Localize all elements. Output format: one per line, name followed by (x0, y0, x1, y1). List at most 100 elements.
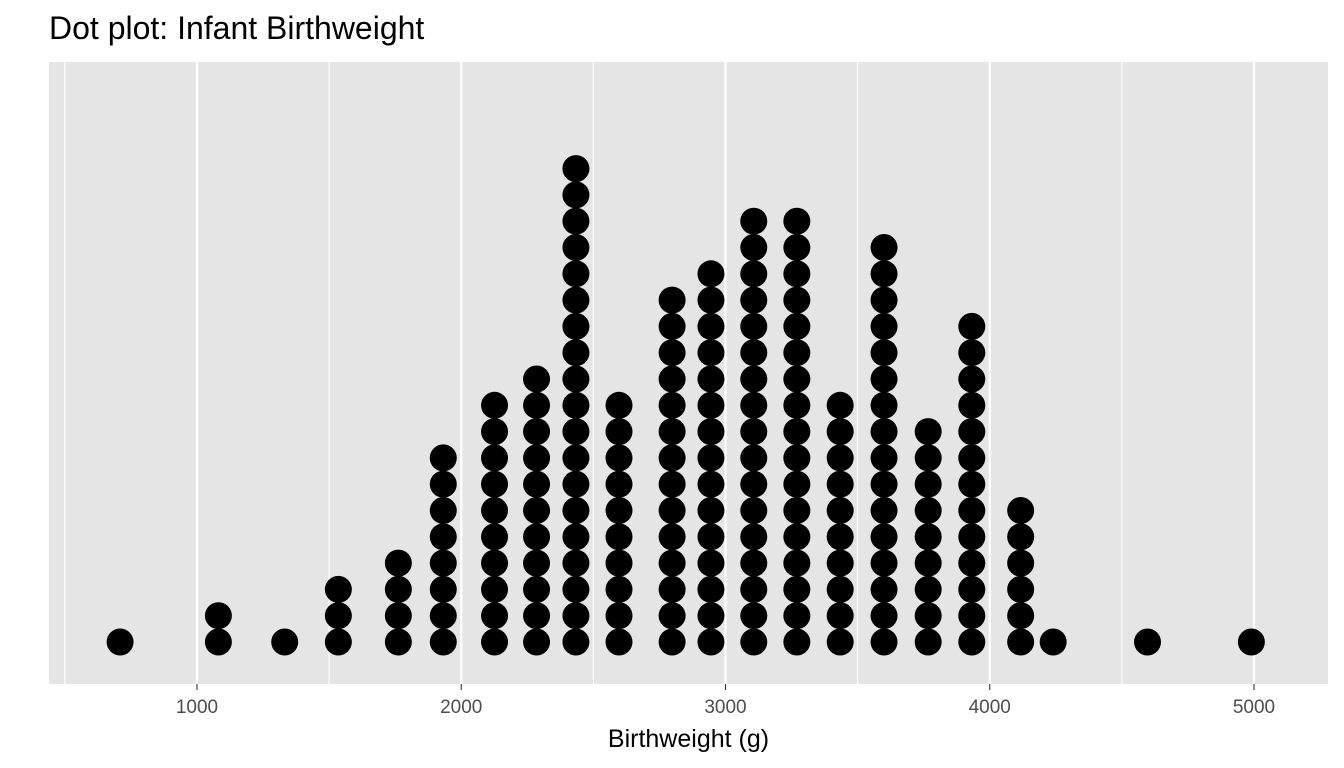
dot-point (1007, 497, 1035, 524)
dot-point (783, 286, 811, 314)
dot-point (562, 444, 590, 472)
dot-point (870, 339, 898, 367)
dot-point (605, 575, 633, 603)
dot-point (914, 418, 942, 446)
x-tick-label: 1000 (176, 697, 218, 718)
dot-point (783, 444, 811, 472)
dot-point (562, 575, 590, 603)
dot-point (697, 418, 725, 446)
dot-point (697, 602, 725, 630)
dot-point (697, 286, 725, 314)
dot-point (562, 339, 590, 367)
dot-point (271, 628, 299, 656)
dot-point (914, 602, 942, 630)
dot-point (870, 602, 898, 630)
dot-point (958, 602, 986, 630)
dot-point (740, 470, 768, 498)
dot-point (562, 602, 590, 630)
dot-point (826, 497, 854, 524)
dot-point (870, 444, 898, 472)
x-axis: 1000 2000 3000 4000 5000 (176, 684, 1275, 718)
dot-point (523, 418, 551, 446)
dot-point (605, 470, 633, 498)
dot-point (870, 628, 898, 656)
dot-point (1007, 602, 1035, 630)
dot-point (914, 523, 942, 551)
dot-point (384, 628, 412, 656)
dot-point (740, 497, 768, 524)
dot-point (1007, 523, 1035, 551)
dot-point (740, 207, 768, 235)
dot-point (429, 523, 457, 551)
dot-point (697, 628, 725, 656)
dot-point (783, 391, 811, 419)
dot-point (783, 523, 811, 551)
dot-series (106, 155, 1265, 656)
dot-point (783, 497, 811, 524)
minor-gridlines (64, 62, 1123, 684)
dot-point (740, 575, 768, 603)
dot-point (523, 575, 551, 603)
dot-point (783, 312, 811, 340)
dot-point (740, 286, 768, 314)
dot-point (697, 444, 725, 472)
dot-point (605, 602, 633, 630)
dot-point (384, 575, 412, 603)
dot-point (658, 391, 686, 419)
dot-point (429, 628, 457, 656)
dot-point (870, 470, 898, 498)
dot-point (826, 575, 854, 603)
dot-point (783, 207, 811, 235)
dot-point (562, 549, 590, 577)
dot-point (562, 470, 590, 498)
dot-point (697, 497, 725, 524)
dot-point (1007, 549, 1035, 577)
x-tick-label: 2000 (440, 697, 482, 718)
dot-point (826, 549, 854, 577)
dot-point (826, 418, 854, 446)
dot-point (658, 470, 686, 498)
dot-point (204, 602, 232, 630)
dot-point (697, 575, 725, 603)
dot-point (958, 575, 986, 603)
dot-point (914, 470, 942, 498)
plot-panel (49, 62, 1328, 684)
dot-point (658, 444, 686, 472)
dot-point (697, 365, 725, 393)
dot-point (740, 444, 768, 472)
dot-point (562, 260, 590, 288)
dot-point (324, 628, 352, 656)
dot-point (740, 339, 768, 367)
dot-point (870, 497, 898, 524)
dot-point (958, 418, 986, 446)
dot-point (562, 391, 590, 419)
dot-point (697, 391, 725, 419)
dot-point (562, 234, 590, 261)
dot-point (870, 286, 898, 314)
dot-point (914, 628, 942, 656)
dot-point (783, 628, 811, 656)
dot-point (605, 391, 633, 419)
dot-point (740, 260, 768, 288)
dot-point (658, 339, 686, 367)
dot-point (481, 418, 509, 446)
major-gridlines (195, 62, 1256, 684)
dot-point (658, 312, 686, 340)
dot-point (740, 523, 768, 551)
dot-point (1007, 628, 1035, 656)
dot-point (481, 470, 509, 498)
dot-point (429, 549, 457, 577)
dot-point (914, 444, 942, 472)
dot-point (658, 549, 686, 577)
dot-point (826, 391, 854, 419)
dot-point (324, 602, 352, 630)
dot-point (958, 549, 986, 577)
dot-point (783, 234, 811, 261)
dot-point (429, 602, 457, 630)
dot-point (523, 444, 551, 472)
dot-point (429, 575, 457, 603)
dot-point (658, 575, 686, 603)
dot-point (1039, 628, 1067, 656)
dot-point (562, 628, 590, 656)
dot-point (783, 470, 811, 498)
